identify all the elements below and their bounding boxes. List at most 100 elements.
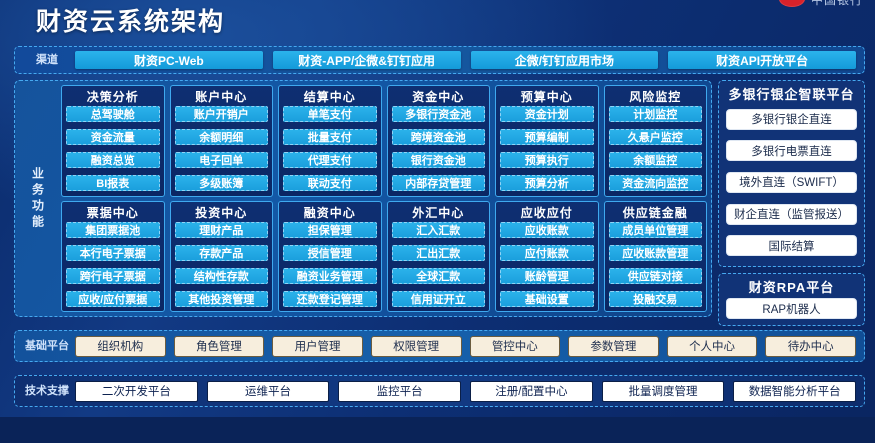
panel-item[interactable]: 多银行电票直连 (726, 140, 857, 162)
brand-logo: 中国银行 (778, 0, 863, 12)
base-platform-item[interactable]: 管控中心 (469, 335, 561, 357)
tech-support-item[interactable]: 数据智能分析平台 (733, 380, 857, 402)
business-card[interactable]: 预算中心 资金计划 预算编制 预算执行 预算分析 (495, 85, 599, 197)
card-item[interactable]: 联动支付 (283, 175, 377, 192)
card-item[interactable]: 应付账款 (500, 244, 594, 261)
card-item[interactable]: 单笔支付 (283, 106, 377, 122)
card-item[interactable]: 融资总览 (66, 152, 160, 169)
card-item[interactable]: 资金计划 (500, 106, 594, 122)
business-card[interactable]: 应收应付 应收账款 应付账款 账龄管理 基础设置 (495, 200, 599, 312)
card-title: 账户中心 (195, 90, 248, 104)
base-platform-items: 组织机构 角色管理 用户管理 权限管理 管控中心 参数管理 个人中心 待办中心 (75, 335, 864, 357)
base-platform-item[interactable]: 组织机构 (75, 335, 166, 357)
business-card[interactable]: 外汇中心 汇入汇款 汇出汇款 全球汇款 信用证开立 (386, 200, 490, 312)
card-item[interactable]: 跨行电子票据 (66, 267, 160, 284)
card-item[interactable]: 应收账款 (500, 221, 594, 238)
card-item[interactable]: 电子回单 (174, 152, 268, 169)
card-item[interactable]: 融资业务管理 (283, 267, 377, 284)
business-card[interactable]: 资金中心 多银行资金池 跨境资金池 银行资金池 内部存贷管理 (386, 85, 490, 197)
card-items: 总驾驶舱 资金流量 融资总览 BI报表 (66, 106, 160, 192)
panel-item[interactable]: 多银行银企直连 (726, 108, 857, 130)
card-item[interactable]: 结构性存款 (174, 267, 268, 284)
tech-support-item[interactable]: 运维平台 (206, 380, 330, 402)
card-item[interactable]: 内部存贷管理 (391, 175, 485, 192)
card-item[interactable]: 账龄管理 (500, 267, 594, 284)
card-item[interactable]: 授信管理 (283, 244, 377, 261)
card-item[interactable]: 应收/应付票据 (66, 290, 160, 307)
panel-item[interactable]: 国际结算 (726, 235, 857, 257)
card-item[interactable]: BI报表 (66, 175, 160, 192)
business-card[interactable]: 决策分析 总驾驶舱 资金流量 融资总览 BI报表 (61, 85, 165, 197)
tech-support-item[interactable]: 注册/配置中心 (470, 380, 593, 402)
business-card[interactable]: 结算中心 单笔支付 批量支付 代理支付 联动支付 (278, 85, 382, 197)
bank-connect-panel: 多银行银企智联平台 多银行银企直连 多银行电票直连 境外直连（SWIFT） 财企… (718, 80, 865, 267)
card-item[interactable]: 银行资金池 (391, 152, 485, 169)
card-item[interactable]: 汇入汇款 (391, 221, 485, 238)
tech-support-item[interactable]: 监控平台 (338, 380, 462, 402)
card-item[interactable]: 账户开销户 (174, 106, 268, 122)
card-item[interactable]: 理财产品 (174, 221, 268, 238)
card-item[interactable]: 计划监控 (608, 106, 702, 122)
card-item[interactable]: 本行电子票据 (66, 244, 160, 261)
panel-item[interactable]: RAP机器人 (726, 298, 857, 319)
base-platform-item[interactable]: 参数管理 (568, 335, 659, 357)
channel-item[interactable]: 企微/钉钉应用市场 (470, 51, 659, 69)
card-item[interactable]: 资金流量 (66, 129, 160, 146)
panel-item[interactable]: 财企直连（监管报送） (726, 203, 857, 225)
card-items: 单笔支付 批量支付 代理支付 联动支付 (283, 106, 377, 192)
business-card[interactable]: 风险监控 计划监控 久悬户监控 余额监控 资金流向监控 (603, 85, 707, 197)
business-card[interactable]: 供应链金融 成员单位管理 应收账款管理 供应链对接 投融交易 (603, 200, 707, 312)
business-card[interactable]: 投资中心 理财产品 存款产品 结构性存款 其他投资管理 (169, 200, 273, 312)
card-item[interactable]: 预算编制 (500, 129, 594, 146)
channel-item[interactable]: 财资-APP/企微&钉钉应用 (272, 51, 461, 69)
card-item[interactable]: 全球汇款 (391, 267, 485, 284)
card-item[interactable]: 代理支付 (283, 152, 377, 169)
business-card[interactable]: 账户中心 账户开销户 余额明细 电子回单 多级账簿 (169, 85, 273, 197)
card-item[interactable]: 存款产品 (174, 244, 268, 261)
card-items: 资金计划 预算编制 预算执行 预算分析 (500, 106, 594, 192)
card-item[interactable]: 资金流向监控 (608, 175, 702, 192)
base-platform-item[interactable]: 用户管理 (272, 335, 363, 357)
channel-item[interactable]: 财资API开放平台 (668, 51, 856, 69)
panel-title: 多银行银企智联平台 (728, 87, 855, 102)
card-item[interactable]: 应收账款管理 (608, 244, 702, 261)
card-item[interactable]: 多银行资金池 (391, 106, 485, 122)
card-item[interactable]: 久悬户监控 (608, 129, 702, 146)
base-platform-item[interactable]: 角色管理 (173, 335, 265, 357)
card-title: 预算中心 (520, 90, 573, 104)
card-items: 担保管理 授信管理 融资业务管理 还款登记管理 (283, 221, 377, 308)
base-platform-item[interactable]: 待办中心 (765, 335, 856, 357)
card-item[interactable]: 其他投资管理 (174, 290, 268, 307)
rpa-platform-panel: 财资RPA平台 RAP机器人 (718, 273, 865, 326)
base-platform-item[interactable]: 个人中心 (666, 335, 758, 357)
card-item[interactable]: 基础设置 (500, 290, 594, 307)
brand-logo-text: 中国银行 (811, 0, 863, 8)
card-title: 风险监控 (629, 90, 682, 104)
base-platform-item[interactable]: 权限管理 (370, 335, 462, 357)
business-card[interactable]: 融资中心 担保管理 授信管理 融资业务管理 还款登记管理 (278, 200, 382, 312)
card-items: 成员单位管理 应收账款管理 供应链对接 投融交易 (608, 221, 702, 308)
card-item[interactable]: 投融交易 (608, 290, 702, 307)
card-item[interactable]: 总驾驶舱 (66, 106, 160, 122)
tech-support-item[interactable]: 批量调度管理 (601, 380, 725, 402)
card-item[interactable]: 批量支付 (283, 129, 377, 146)
card-item[interactable]: 预算分析 (500, 175, 594, 192)
tech-support-item[interactable]: 二次开发平台 (75, 380, 198, 402)
card-item[interactable]: 集团票据池 (66, 221, 160, 238)
card-items: 应收账款 应付账款 账龄管理 基础设置 (500, 221, 594, 308)
business-card[interactable]: 票据中心 集团票据池 本行电子票据 跨行电子票据 应收/应付票据 (61, 200, 165, 312)
card-item[interactable]: 供应链对接 (608, 267, 702, 284)
panel-item[interactable]: 境外直连（SWIFT） (726, 171, 857, 193)
card-item[interactable]: 余额监控 (608, 152, 702, 169)
card-item[interactable]: 预算执行 (500, 152, 594, 169)
card-title: 融资中心 (303, 205, 356, 220)
card-item[interactable]: 跨境资金池 (391, 129, 485, 146)
card-item[interactable]: 还款登记管理 (283, 290, 377, 307)
channel-item[interactable]: 财资PC-Web (75, 51, 263, 69)
card-item[interactable]: 余额明细 (174, 129, 268, 146)
card-item[interactable]: 汇出汇款 (391, 244, 485, 261)
card-item[interactable]: 信用证开立 (391, 290, 485, 307)
card-item[interactable]: 成员单位管理 (608, 221, 702, 238)
card-item[interactable]: 担保管理 (283, 221, 377, 238)
card-item[interactable]: 多级账簿 (174, 175, 268, 192)
